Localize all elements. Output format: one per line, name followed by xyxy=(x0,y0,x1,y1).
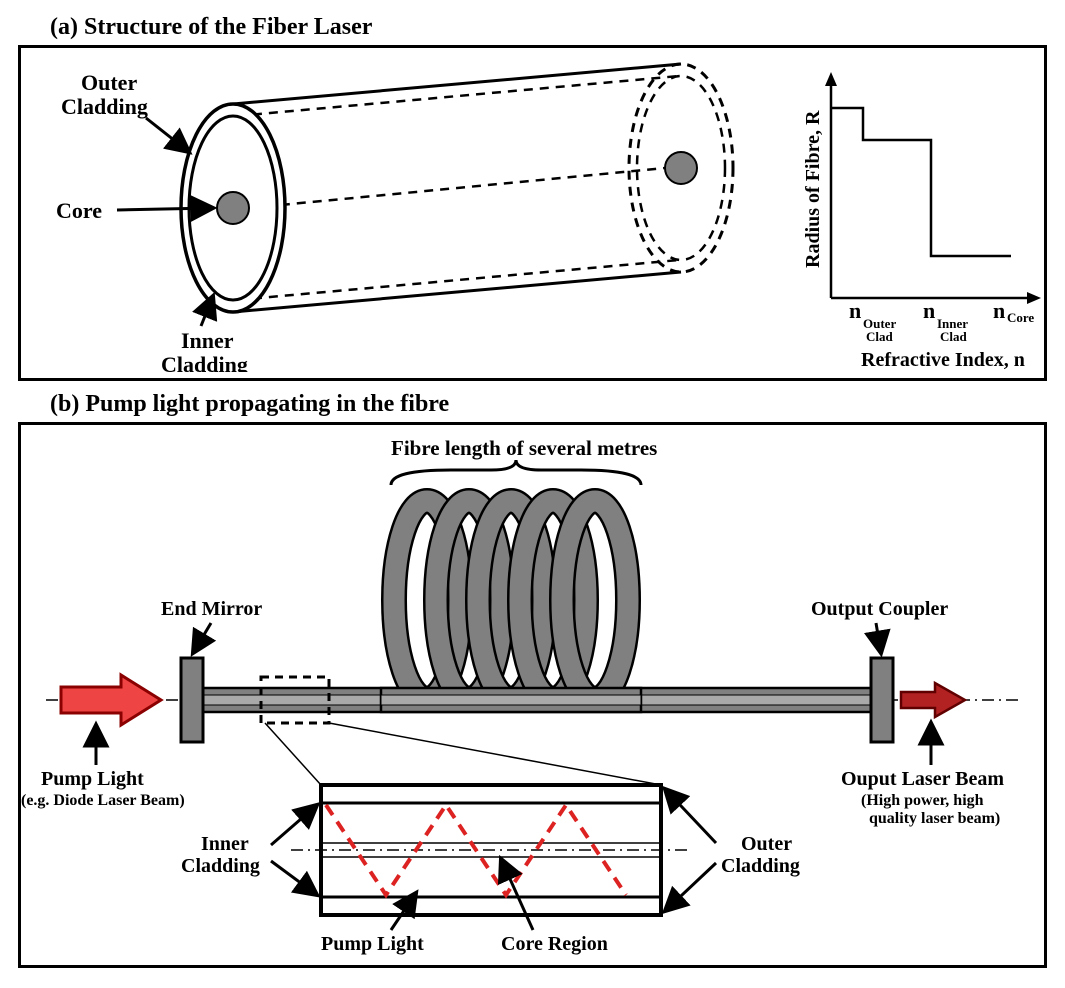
svg-text:OuterClad: OuterClad xyxy=(863,316,896,344)
output-coupler xyxy=(871,658,893,742)
end-mirror-label: End Mirror xyxy=(161,598,262,620)
output-beam-sub1: (High power, high xyxy=(861,792,984,809)
refractive-index-chart: n OuterClad n InnerClad n Core Refractiv… xyxy=(802,72,1041,371)
fiber-coil xyxy=(394,501,628,699)
pump-arrow-icon xyxy=(61,675,161,725)
core-label: Core xyxy=(56,198,102,223)
svg-text:Core: Core xyxy=(1007,310,1034,325)
ylabel: Radius of Fibre, R xyxy=(802,110,824,268)
panel-b-svg: Fibre length of several metres End Mirro… xyxy=(21,425,1046,959)
pump-light-label: Pump Light xyxy=(41,768,144,790)
inner-cladding-label: InnerCladding xyxy=(161,328,248,372)
svg-text:InnerClad: InnerClad xyxy=(937,316,968,344)
outer-cladding-detail-label: OuterCladding xyxy=(721,833,800,877)
fibre-length-label: Fibre length of several metres xyxy=(391,436,657,460)
pump-light-sub: (e.g. Diode Laser Beam) xyxy=(21,792,185,809)
outer-cladding-label: OuterCladding xyxy=(61,70,148,119)
output-beam-sub2: quality laser beam) xyxy=(869,810,1000,827)
inner-cladding-detail-label: InnerCladding xyxy=(181,833,260,877)
svg-text:n: n xyxy=(993,298,1005,323)
output-coupler-label: Output Coupler xyxy=(811,598,948,620)
core-region-label: Core Region xyxy=(501,933,608,955)
pump-light-detail-label: Pump Light xyxy=(321,933,424,955)
output-arrow-icon xyxy=(901,683,965,717)
output-beam-label: Ouput Laser Beam xyxy=(841,768,1004,790)
end-mirror xyxy=(181,658,203,742)
panel-a-box: OuterCladding Core InnerCladding n Outer… xyxy=(18,45,1047,381)
svg-text:n: n xyxy=(923,298,935,323)
svg-text:n: n xyxy=(849,298,861,323)
panel-a-title: (a) Structure of the Fiber Laser xyxy=(50,14,1055,41)
fiber-diagram xyxy=(181,64,733,312)
panel-b-title: (b) Pump light propagating in the fibre xyxy=(50,391,1055,418)
xlabel: Refractive Index, n xyxy=(861,349,1025,371)
detail-inset xyxy=(265,723,691,915)
panel-a-svg: OuterCladding Core InnerCladding n Outer… xyxy=(21,48,1046,372)
panel-b-box: Fibre length of several metres End Mirro… xyxy=(18,422,1047,968)
